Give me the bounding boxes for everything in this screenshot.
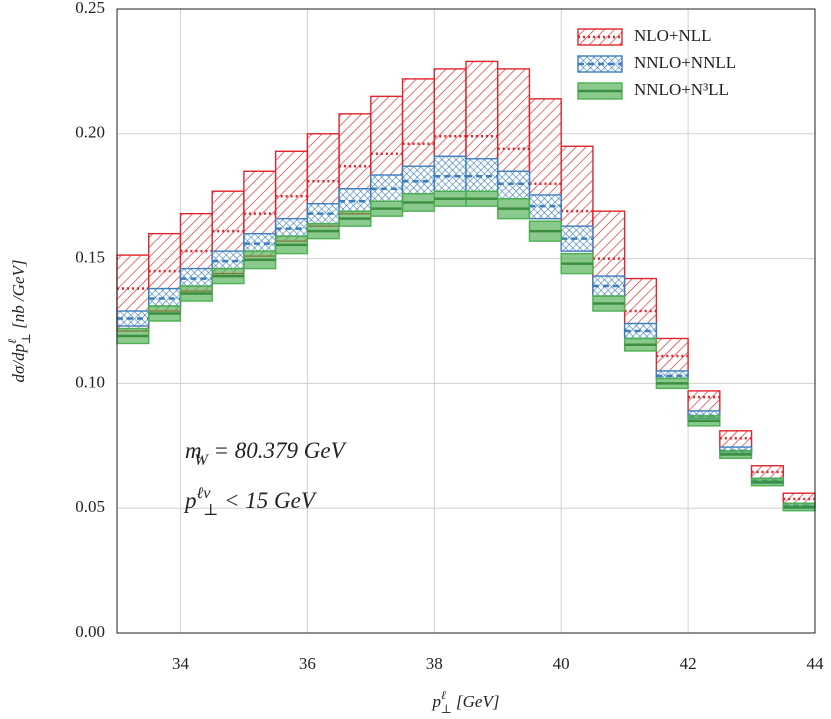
annotation: mW = 80.379 GeV bbox=[185, 438, 348, 469]
label-part: ℓν bbox=[197, 485, 212, 502]
label-part: ⊥ bbox=[203, 502, 218, 519]
y-tick-label: 0.10 bbox=[75, 372, 105, 391]
x-axis-label: pℓ ⊥ [GeV] bbox=[432, 688, 500, 716]
plot-area bbox=[116, 60, 816, 512]
y-tick-label: 0.00 bbox=[75, 622, 105, 641]
x-tick-label: 44 bbox=[807, 654, 825, 673]
x-tick-label: 36 bbox=[299, 654, 316, 673]
annotation: pℓν ⊥ < 15 GeV bbox=[183, 485, 318, 519]
label-part: ℓ bbox=[5, 339, 19, 344]
uncertainty-band bbox=[433, 155, 467, 192]
x-tick-label: 40 bbox=[553, 654, 570, 673]
y-tick-label: 0.15 bbox=[75, 248, 105, 267]
plot-frame bbox=[116, 8, 816, 634]
label-part: = 80.379 GeV bbox=[208, 438, 348, 463]
label-part: ⊥ bbox=[441, 702, 452, 716]
label-part: p bbox=[432, 692, 442, 711]
x-tick-label: 42 bbox=[680, 654, 697, 673]
x-tick-label: 34 bbox=[172, 654, 190, 673]
label-part: [nb /GeV] bbox=[9, 259, 28, 333]
legend-label: NLO+NLL bbox=[634, 26, 712, 45]
label-part: p bbox=[183, 488, 197, 513]
label-part: W bbox=[194, 452, 209, 469]
label-part: < 15 GeV bbox=[218, 488, 318, 513]
label-part: ℓ bbox=[441, 688, 446, 702]
legend-label: NNLO+NNLL bbox=[634, 53, 736, 72]
legend-label: NNLO+N³LL bbox=[634, 80, 729, 99]
label-part: [GeV] bbox=[452, 692, 500, 711]
y-axis-label: dσ/dpℓ⊥ [nb /GeV] bbox=[5, 259, 33, 382]
x-tick-label: 38 bbox=[426, 654, 443, 673]
label-part: ⊥ bbox=[19, 333, 33, 344]
label-part: m bbox=[185, 438, 202, 463]
y-tick-label: 0.20 bbox=[75, 123, 105, 142]
y-tick-label: 0.05 bbox=[75, 497, 105, 516]
label-part: dσ/dp bbox=[9, 344, 28, 383]
y-tick-label: 0.25 bbox=[75, 0, 105, 17]
